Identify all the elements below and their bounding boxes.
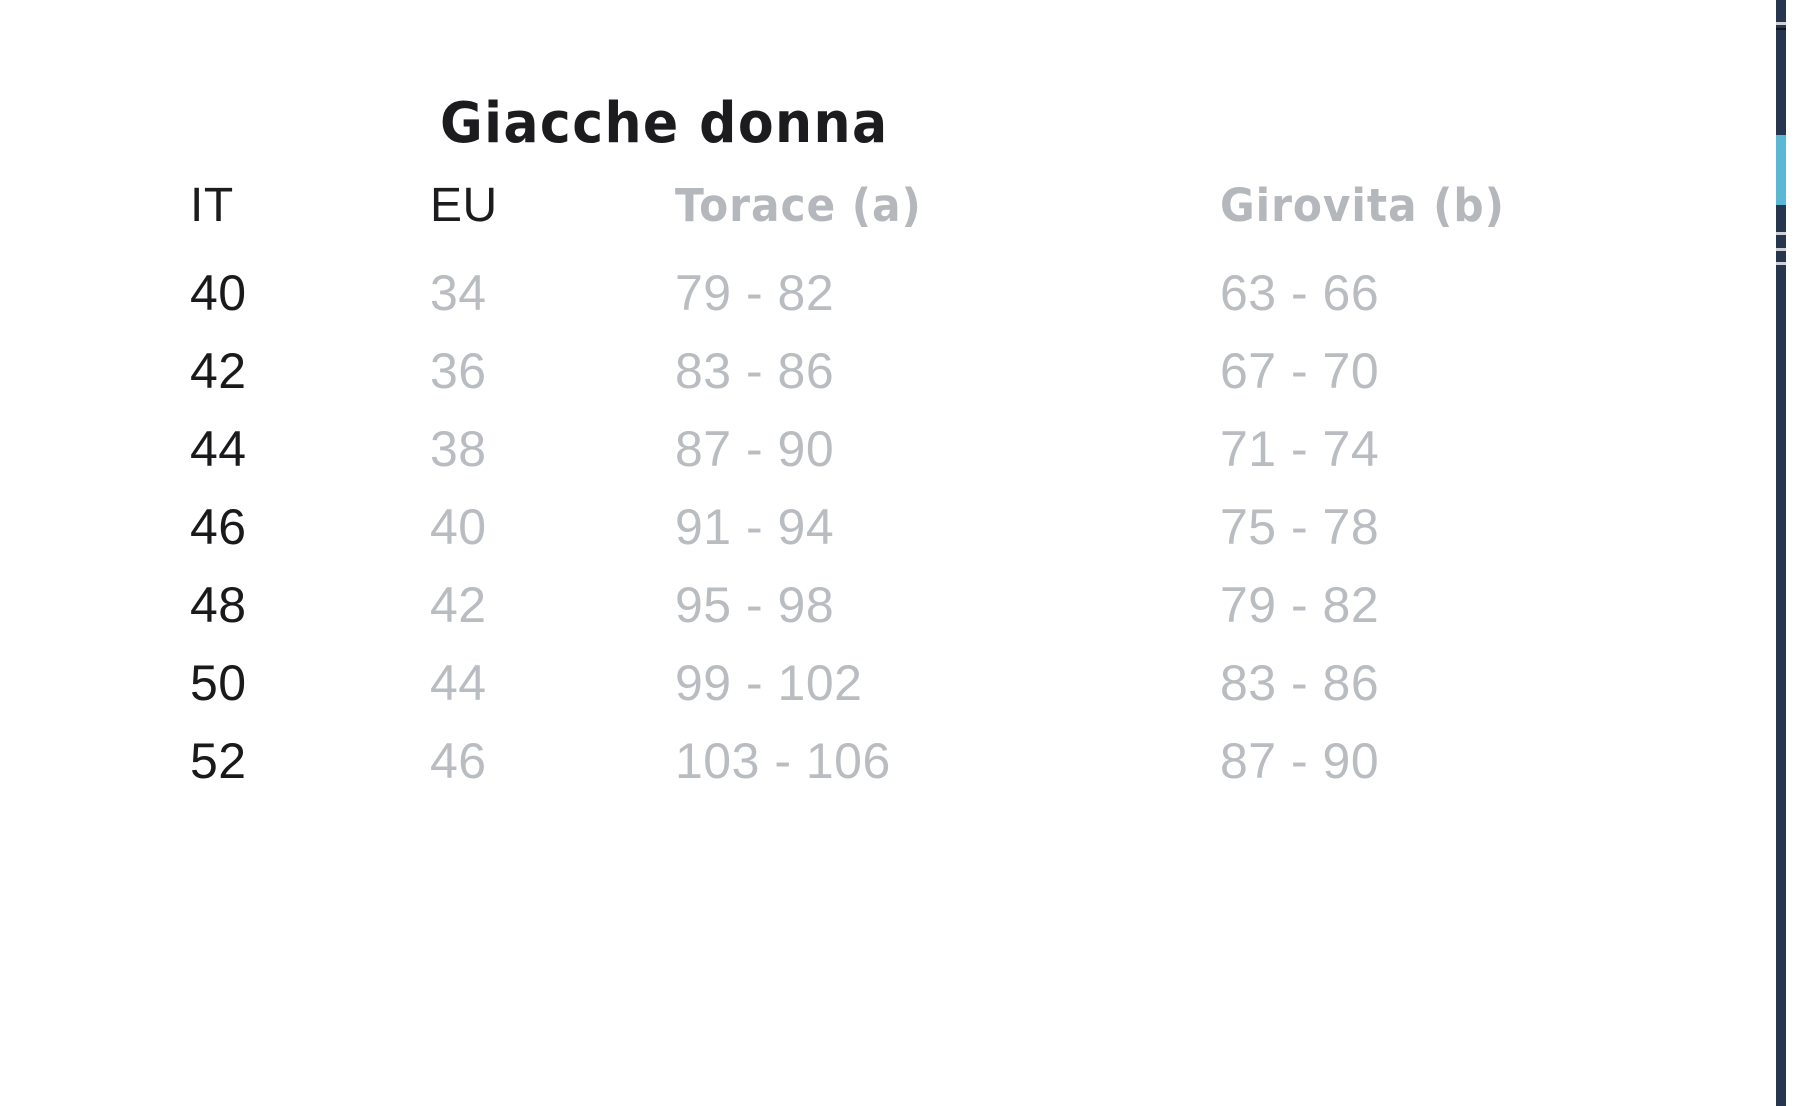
cell-eu: 40 bbox=[430, 499, 487, 555]
cell-torace: 83 - 86 bbox=[675, 343, 835, 399]
table-row: 50 44 99 - 102 83 - 86 bbox=[190, 658, 1700, 736]
column-header-girovita: Girovita (b) bbox=[1220, 182, 1700, 268]
cell-eu: 44 bbox=[430, 655, 487, 711]
cell-eu: 36 bbox=[430, 343, 487, 399]
cell-eu: 38 bbox=[430, 421, 487, 477]
cell-it: 50 bbox=[190, 655, 247, 711]
cell-girovita: 83 - 86 bbox=[1220, 655, 1380, 711]
rail-mark bbox=[1776, 262, 1786, 265]
cell-girovita: 63 - 66 bbox=[1220, 265, 1380, 321]
page-title: Giacche donna bbox=[440, 91, 889, 156]
cell-eu: 42 bbox=[430, 577, 487, 633]
cell-torace: 79 - 82 bbox=[675, 265, 835, 321]
cell-torace: 95 - 98 bbox=[675, 577, 835, 633]
cell-it: 40 bbox=[190, 265, 247, 321]
cell-eu: 46 bbox=[430, 733, 487, 789]
cell-torace: 87 - 90 bbox=[675, 421, 835, 477]
cell-it: 52 bbox=[190, 733, 247, 789]
cell-torace: 99 - 102 bbox=[675, 655, 863, 711]
cell-it: 46 bbox=[190, 499, 247, 555]
rail-mark bbox=[1776, 248, 1786, 251]
column-header-torace-label: Torace (a) bbox=[675, 179, 922, 232]
rail-mark bbox=[1776, 232, 1786, 235]
table-row: 42 36 83 - 86 67 - 70 bbox=[190, 346, 1700, 424]
column-header-eu: EU bbox=[430, 179, 498, 232]
cell-eu: 34 bbox=[430, 265, 487, 321]
table-row: 44 38 87 - 90 71 - 74 bbox=[190, 424, 1700, 502]
column-header-it: IT bbox=[190, 179, 234, 232]
cell-girovita: 87 - 90 bbox=[1220, 733, 1380, 789]
table-row: 52 46 103 - 106 87 - 90 bbox=[190, 736, 1700, 814]
scroll-rail[interactable] bbox=[1776, 0, 1786, 1106]
table-row: 48 42 95 - 98 79 - 82 bbox=[190, 580, 1700, 658]
column-header-girovita-label: Girovita (b) bbox=[1220, 179, 1505, 232]
table-row: 46 40 91 - 94 75 - 78 bbox=[190, 502, 1700, 580]
cell-girovita: 79 - 82 bbox=[1220, 577, 1380, 633]
cell-it: 48 bbox=[190, 577, 247, 633]
cell-girovita: 71 - 74 bbox=[1220, 421, 1380, 477]
table-header-row: IT EU Torace (a) Girovita (b) bbox=[190, 182, 1700, 268]
cell-girovita: 67 - 70 bbox=[1220, 343, 1380, 399]
table-row: 40 34 79 - 82 63 - 66 bbox=[190, 268, 1700, 346]
rail-divider bbox=[1776, 28, 1786, 30]
table-body: 40 34 79 - 82 63 - 66 42 36 83 - 86 67 - 70 44 38… bbox=[190, 268, 1700, 814]
size-chart-table: IT EU Torace (a) Girovita (b) 40 34 79 - 8… bbox=[190, 182, 1700, 814]
cell-torace: 103 - 106 bbox=[675, 733, 891, 789]
cell-torace: 91 - 94 bbox=[675, 499, 835, 555]
column-header-torace: Torace (a) bbox=[675, 182, 1220, 268]
cell-girovita: 75 - 78 bbox=[1220, 499, 1380, 555]
cell-it: 44 bbox=[190, 421, 247, 477]
cell-it: 42 bbox=[190, 343, 247, 399]
table-header: IT EU Torace (a) Girovita (b) bbox=[190, 182, 1700, 268]
rail-mark bbox=[1776, 22, 1786, 25]
scroll-thumb[interactable] bbox=[1776, 135, 1786, 205]
